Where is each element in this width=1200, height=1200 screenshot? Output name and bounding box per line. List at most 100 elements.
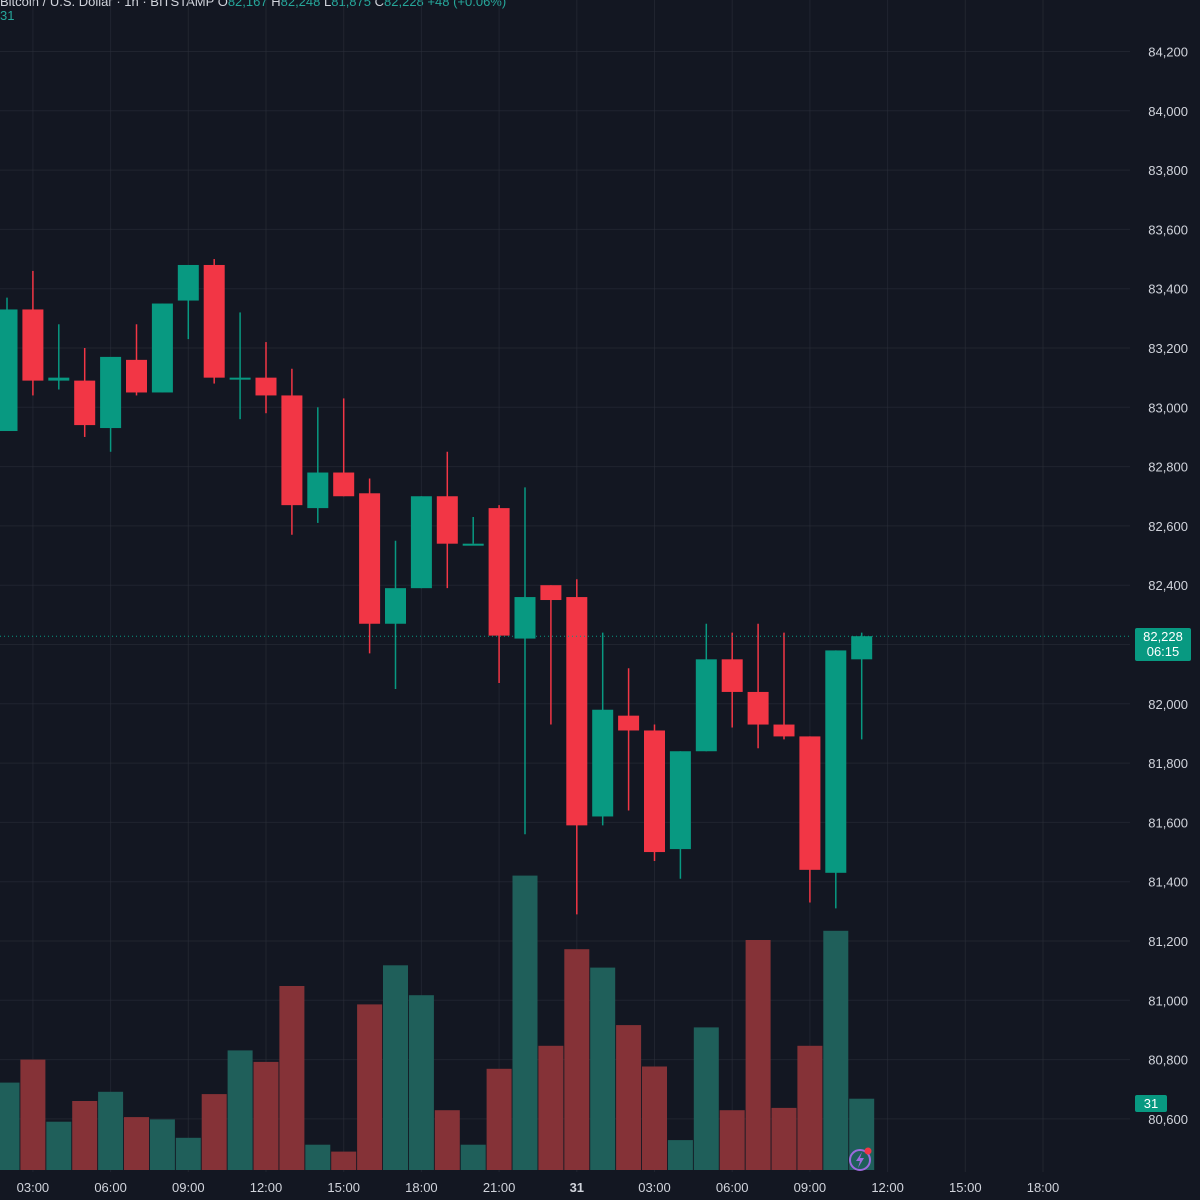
candle-up [592, 709, 614, 817]
candle-down [359, 493, 381, 624]
volume-bar [98, 1091, 124, 1170]
bar-countdown: 06:15 [1146, 644, 1180, 659]
price-tick-label: 83,400 [1148, 282, 1188, 297]
candle-up [695, 659, 717, 752]
candle-down [74, 380, 96, 426]
volume-legend: 31 [0, 8, 15, 23]
time-tick-label: 03:00 [17, 1180, 50, 1195]
volume-bar [201, 1094, 227, 1170]
price-tick-label: 82,800 [1148, 460, 1188, 475]
volume-bars [0, 875, 875, 1170]
grid-lines [0, 0, 1130, 1172]
volume-bar [693, 1027, 719, 1170]
volume-bar [486, 1068, 512, 1170]
time-tick-label: 21:00 [483, 1180, 516, 1195]
close-value: 82,228 [384, 0, 424, 9]
volume-bar [0, 1082, 20, 1170]
volume-bar [823, 930, 849, 1170]
volume-bar [175, 1137, 201, 1170]
price-tick-label: 84,200 [1148, 45, 1188, 60]
volume-bar [667, 1140, 693, 1170]
volume-bar [72, 1101, 98, 1170]
candle-down [488, 508, 510, 636]
volume-bar [590, 967, 616, 1170]
last-price-tag: 82,228 06:15 [1135, 628, 1191, 661]
candle-down [618, 715, 640, 731]
candle-down [255, 377, 277, 396]
volume-bar [719, 1110, 745, 1170]
price-tick-label: 81,200 [1148, 934, 1188, 949]
volume-bar [20, 1059, 46, 1170]
price-candles [0, 259, 873, 915]
volume-bar [149, 1119, 175, 1170]
high-label: H [271, 0, 281, 9]
change-value: +48 (+0.06%) [427, 0, 507, 9]
volume-bar [771, 1107, 797, 1170]
time-tick-label: 15:00 [327, 1180, 360, 1195]
open-value: 82,167 [227, 0, 268, 9]
volume-bar [564, 949, 590, 1170]
candle-down [540, 585, 562, 601]
candle-down [721, 659, 743, 692]
time-tick-label: 09:00 [172, 1180, 205, 1195]
candle-up [229, 377, 251, 380]
volume-bar [227, 1050, 253, 1170]
time-tick-label: 15:00 [949, 1180, 982, 1195]
candle-up [669, 751, 691, 850]
time-tick-label: 18:00 [1027, 1180, 1060, 1195]
time-axis[interactable]: 03:00 06:00 09:00 12:00 15:00 18:00 21:00 31 03:… [17, 1180, 1060, 1195]
price-tick-label: 82,400 [1148, 578, 1188, 593]
candle-down [281, 395, 303, 506]
candle-up [151, 303, 173, 393]
candle-up [0, 309, 18, 432]
volume-tag: 31 [1135, 1095, 1167, 1112]
volume-bar [797, 1045, 823, 1170]
candle-down [126, 359, 147, 393]
volume-bar [512, 875, 538, 1170]
symbol-legend: Bitcoin / U.S. Dollar · 1h · BITSTAMP O8… [0, 0, 506, 10]
time-tick-label: 06:00 [716, 1180, 749, 1195]
symbol-text: Bitcoin / U.S. Dollar · 1h · BITSTAMP [0, 0, 215, 9]
price-tick-label: 81,400 [1148, 875, 1188, 890]
volume-bar [331, 1151, 357, 1170]
candle-down [436, 496, 458, 544]
close-label: C [374, 0, 385, 9]
time-tick-label: 09:00 [794, 1180, 827, 1195]
volume-bar [745, 940, 771, 1170]
time-tick-label: 12:00 [250, 1180, 283, 1195]
candle-up [462, 543, 484, 546]
volume-bar [616, 1025, 642, 1170]
price-tick-label: 80,600 [1148, 1112, 1188, 1127]
volume-bar [357, 1004, 383, 1170]
candle-up [410, 496, 432, 589]
candle-up [177, 264, 199, 301]
candle-down [773, 724, 795, 737]
time-tick-label: 12:00 [871, 1180, 904, 1195]
candle-down [566, 597, 588, 826]
price-tick-label: 83,200 [1148, 341, 1188, 356]
candle-down [799, 736, 821, 870]
volume-bar [124, 1117, 149, 1170]
price-tick-label: 80,800 [1148, 1053, 1188, 1068]
candle-up [307, 472, 329, 509]
candle-up [100, 356, 122, 429]
last-price-value: 82,228 [1143, 629, 1183, 644]
candle-down [333, 472, 355, 497]
time-tick-label: 31 [570, 1180, 584, 1195]
low-value: 81,875 [331, 0, 371, 9]
lightning-icon[interactable] [847, 1146, 873, 1172]
open-label: O [217, 0, 228, 9]
price-tick-label: 83,800 [1148, 163, 1188, 178]
price-tick-label: 83,600 [1148, 222, 1188, 237]
price-axis[interactable]: 80,600 80,800 81,000 81,200 81,400 81,600 81,8… [1148, 45, 1188, 1127]
time-tick-label: 18:00 [405, 1180, 438, 1195]
volume-bar [253, 1061, 279, 1170]
volume-bar [279, 986, 305, 1170]
price-tick-label: 84,000 [1148, 104, 1188, 119]
volume-bar [305, 1144, 331, 1170]
volume-bar [460, 1144, 486, 1170]
price-tick-label: 82,000 [1148, 697, 1188, 712]
volume-bar [434, 1110, 460, 1170]
time-tick-label: 03:00 [638, 1180, 671, 1195]
